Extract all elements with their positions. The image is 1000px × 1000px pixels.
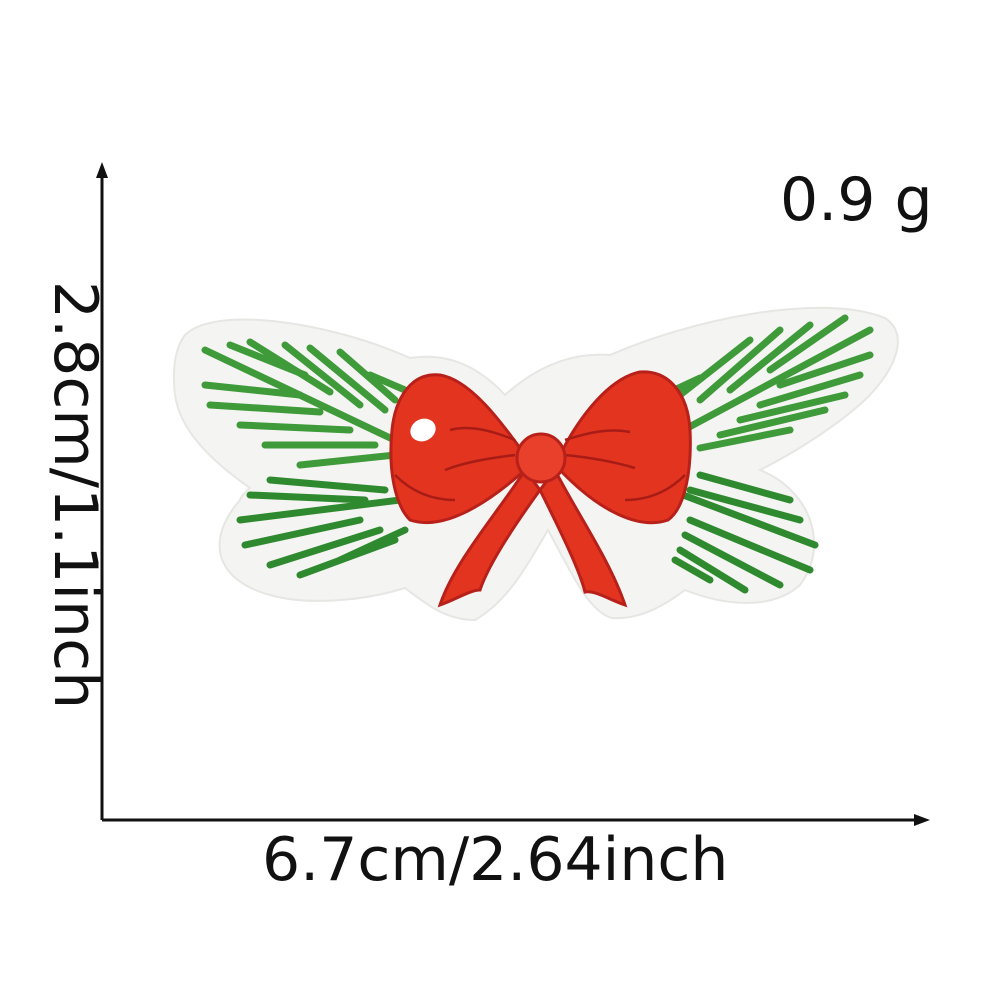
bow-highlight xyxy=(410,418,436,442)
bow-knot xyxy=(515,432,567,484)
pine-branch-right-upper xyxy=(661,314,874,452)
axes xyxy=(96,162,930,826)
pine-branch-left-upper xyxy=(201,338,409,469)
christmas-bow-patch-image xyxy=(172,306,899,622)
bow-loop-left xyxy=(389,373,527,525)
bow-tail-right xyxy=(538,467,628,608)
pine-branch-left-lower xyxy=(236,476,409,579)
pine-branch-right-lower xyxy=(666,471,819,594)
bow-loop-right xyxy=(558,370,692,525)
horizontal-axis-arrow-icon xyxy=(914,814,930,826)
bow-tail-left xyxy=(437,467,542,608)
width-label: 6.7cm/2.64inch xyxy=(262,825,729,895)
red-bow xyxy=(389,370,692,608)
bow-fold-lines xyxy=(394,426,686,502)
vertical-axis-arrow-icon xyxy=(96,162,108,178)
weight-label: 0.9 g xyxy=(780,165,933,235)
height-label: 2.8cm/1.1inch xyxy=(40,280,110,710)
